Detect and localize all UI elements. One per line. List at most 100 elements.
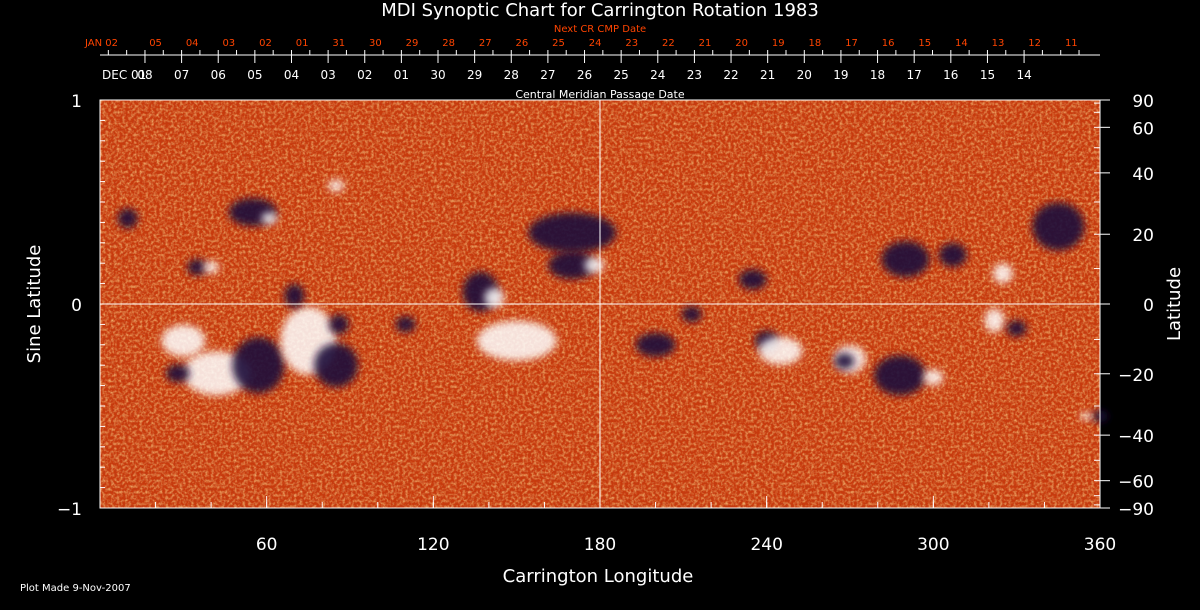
next-cr-date-label: 25 [552, 38, 565, 49]
negative-polarity-region [1032, 202, 1085, 251]
next-cr-date-label: 14 [955, 38, 968, 49]
cmp-date-label: 29 [467, 68, 482, 82]
next-cr-date-label: 17 [845, 38, 858, 49]
cmp-date-label: 23 [687, 68, 702, 82]
y-right-tick-label: −20 [1118, 366, 1154, 386]
positive-polarity-region [161, 324, 206, 357]
chart-title: MDI Synoptic Chart for Carrington Rotati… [381, 0, 819, 21]
cmp-date-label: 18 [870, 68, 885, 82]
negative-polarity-region [548, 251, 597, 280]
cmp-date-label: 01 [394, 68, 409, 82]
x-tick-label: 300 [917, 535, 949, 555]
cmp-date-label: 27 [540, 68, 555, 82]
next-cr-date-label: 01 [296, 38, 309, 49]
next-cr-date-label: 03 [222, 38, 235, 49]
y-right-tick-label: 20 [1132, 226, 1154, 246]
cmp-date-label: 02 [357, 68, 372, 82]
cmp-date-label: 19 [833, 68, 848, 82]
next-cr-date-label: 21 [699, 38, 712, 49]
next-cr-date-label: 13 [992, 38, 1005, 49]
negative-polarity-region [681, 306, 702, 323]
cmp-date-label: DEC 01 [102, 68, 146, 82]
next-cr-axis: Next CR CMP Date JAN 02 05 04 03 02 01 31 30 29 2… [84, 24, 1078, 49]
cmp-date-label: 05 [247, 68, 262, 82]
negative-polarity-region [314, 343, 359, 388]
y-right-tick-label: −90 [1118, 500, 1154, 520]
y-left-tick-label: 0 [71, 296, 82, 316]
cmp-date-label: 04 [284, 68, 299, 82]
next-cr-date-label: 26 [515, 38, 528, 49]
positive-polarity-region [584, 257, 605, 274]
y-right-tick-label: −60 [1118, 473, 1154, 493]
positive-polarity-region [984, 308, 1005, 333]
positive-polarity-region [992, 263, 1013, 284]
x-tick-label: 180 [584, 535, 616, 555]
negative-polarity-region [232, 337, 285, 394]
next-cr-date-label: 16 [882, 38, 895, 49]
x-tick-label: 240 [750, 535, 782, 555]
cmp-date-label: 28 [504, 68, 519, 82]
cmp-date-label: 24 [650, 68, 665, 82]
negative-polarity-region [635, 332, 676, 357]
next-cr-date-label: 11 [1065, 38, 1078, 49]
positive-polarity-region [923, 369, 944, 386]
x-tick-label: 60 [256, 535, 278, 555]
y-right-tick-label: 60 [1132, 119, 1154, 139]
y-right-tick-label: 0 [1143, 296, 1154, 316]
next-cr-date-label: 20 [735, 38, 748, 49]
cmp-date-label: 16 [943, 68, 958, 82]
active-regions [117, 179, 1108, 423]
cmp-date-label: 22 [723, 68, 738, 82]
next-cr-date-label: 19 [772, 38, 785, 49]
next-cr-date-label: 29 [406, 38, 419, 49]
cmp-date-label: 20 [797, 68, 812, 82]
cmp-date-label: 21 [760, 68, 775, 82]
next-cr-date-label: 05 [149, 38, 162, 49]
y-left-tick-label: −1 [57, 500, 82, 520]
negative-polarity-region [187, 259, 208, 276]
cmp-date-label: 15 [980, 68, 995, 82]
negative-polarity-region [834, 353, 855, 370]
positive-polarity-region [328, 179, 345, 192]
plot-area [99, 99, 1108, 509]
positive-polarity-region [476, 320, 557, 361]
cmp-date-label: 30 [430, 68, 445, 82]
next-cr-date-label: 31 [332, 38, 345, 49]
next-cr-date-label: 12 [1028, 38, 1041, 49]
negative-polarity-region [284, 283, 305, 308]
next-cr-date-label: 04 [186, 38, 199, 49]
cmp-date-label: 07 [174, 68, 189, 82]
y-right-tick-label: 90 [1132, 92, 1154, 112]
y-axis-left-label: Sine Latitude [24, 245, 45, 364]
negative-polarity-region [738, 269, 767, 290]
negative-polarity-region [395, 316, 416, 333]
next-cr-date-label: 24 [589, 38, 602, 49]
cmp-date-label: 26 [577, 68, 592, 82]
negative-polarity-region [117, 208, 138, 229]
y-axis-left: 1 0 −1 [57, 92, 110, 520]
next-cr-date-label: 18 [809, 38, 822, 49]
cmp-axis-label: Central Meridian Passage Date [515, 88, 684, 101]
cmp-date-label: 14 [1016, 68, 1031, 82]
x-axis-label: Carrington Longitude [503, 566, 694, 587]
cmp-date-label: 17 [907, 68, 922, 82]
cmp-date-label: 03 [320, 68, 335, 82]
positive-polarity-region [261, 212, 278, 225]
negative-polarity-region [528, 212, 617, 253]
next-cr-date-label: 02 [259, 38, 272, 49]
next-cr-date-label: 30 [369, 38, 382, 49]
next-cr-date-label: 23 [625, 38, 638, 49]
y-left-tick-label: 1 [71, 92, 82, 112]
positive-polarity-region [484, 287, 505, 308]
next-cr-date-label: 27 [479, 38, 492, 49]
positive-polarity-region [758, 336, 803, 365]
x-axis: 60 120 180 240 300 360 [155, 496, 1116, 555]
y-axis-right: 90 60 40 20 0 −20 −40 −60 −90 [1094, 92, 1154, 520]
cmp-date-label: 08 [137, 68, 152, 82]
next-cr-date-label: JAN 02 [84, 38, 118, 49]
y-right-tick-label: −40 [1118, 427, 1154, 447]
y-axis-right-label: Latitude [1164, 267, 1185, 341]
negative-polarity-region [328, 314, 349, 335]
